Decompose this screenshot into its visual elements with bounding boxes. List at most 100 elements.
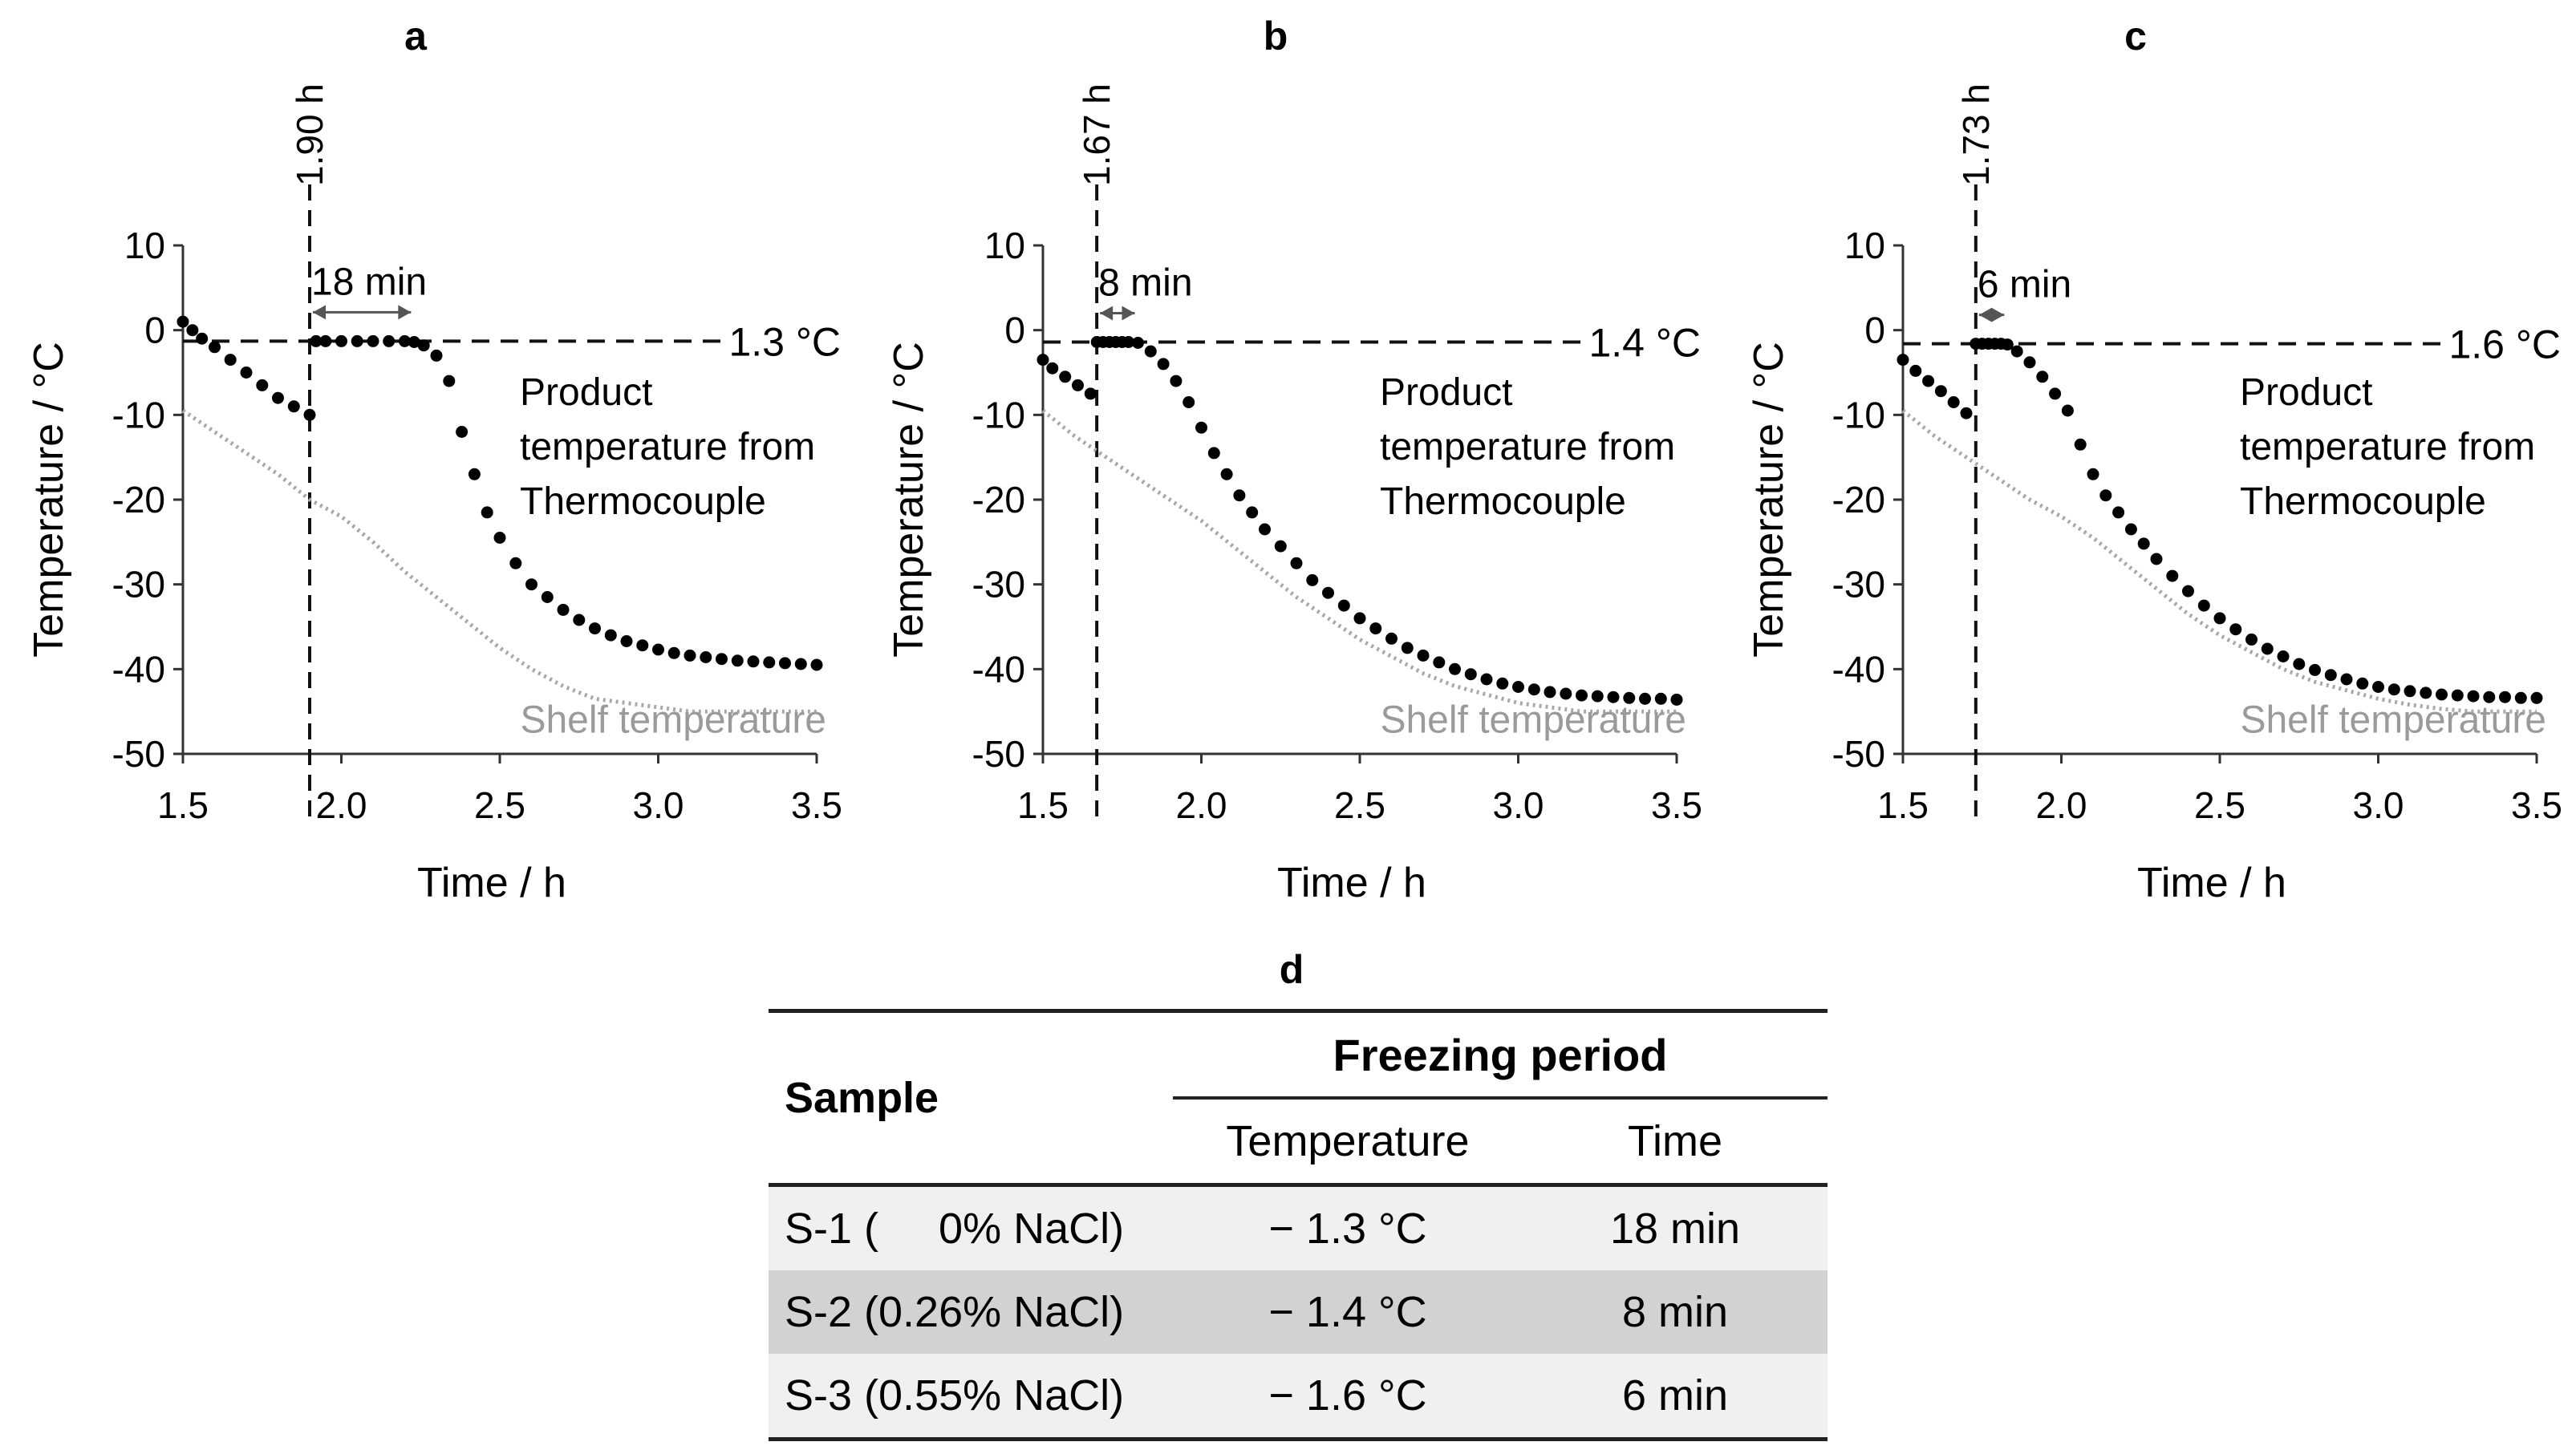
product-data-point xyxy=(1195,421,1207,434)
x-tick-label: 3.0 xyxy=(1493,784,1544,826)
product-data-point xyxy=(1036,354,1049,367)
product-data-point xyxy=(1960,407,1973,419)
table-row: S-1 ( 0% NaCl) − 1.3 °C 18 min xyxy=(769,1185,1828,1270)
product-data-point xyxy=(224,354,237,367)
shelf-series-label: Shelf temperature xyxy=(1380,699,1686,742)
product-data-point xyxy=(1059,371,1072,383)
plateau-arrow-head-right xyxy=(1991,307,2005,322)
time-cell: 18 min xyxy=(1523,1185,1828,1270)
product-data-point xyxy=(383,334,396,347)
product-data-point xyxy=(573,614,586,626)
product-data-point xyxy=(1220,468,1233,480)
product-data-point xyxy=(731,654,744,667)
product-data-point xyxy=(1417,649,1430,662)
freezing-period-header: Freezing period xyxy=(1173,1011,1828,1100)
product-data-point xyxy=(1922,375,1935,387)
product-data-point xyxy=(310,334,323,347)
product-data-point xyxy=(2099,489,2112,502)
product-series-label: Thermocouple xyxy=(520,480,766,523)
product-data-point xyxy=(2309,663,2321,676)
product-data-point xyxy=(1353,612,1366,625)
product-data-point xyxy=(620,635,633,647)
temperature-cell: − 1.4 °C xyxy=(1173,1270,1523,1354)
x-tick-label: 3.5 xyxy=(2511,784,2562,826)
plateau-arrow-head-right xyxy=(1122,306,1135,321)
y-tick-label: 10 xyxy=(124,225,165,266)
product-data-point xyxy=(2197,599,2210,612)
product-temperature-series xyxy=(176,315,823,671)
product-data-point xyxy=(1639,692,1651,705)
y-tick-label: -40 xyxy=(972,648,1025,690)
y-tick-label: -30 xyxy=(972,564,1025,606)
product-data-point xyxy=(2293,658,2306,670)
product-data-point xyxy=(1274,540,1287,553)
product-data-point xyxy=(794,658,807,670)
product-series-label: temperature from xyxy=(2240,426,2535,468)
product-data-point xyxy=(1909,364,1922,377)
x-tick-label: 2.0 xyxy=(2036,784,2087,826)
product-data-point xyxy=(468,468,481,480)
product-series-label: temperature from xyxy=(520,426,815,468)
product-data-point xyxy=(2150,553,2163,565)
time-cell: 8 min xyxy=(1523,1270,1828,1354)
product-data-point xyxy=(1449,662,1461,675)
product-data-point xyxy=(2483,691,2496,703)
product-data-point xyxy=(2213,612,2226,625)
product-data-point xyxy=(2074,438,2087,451)
freezing-period-table: Sample Freezing period Temperature Time … xyxy=(769,1009,1828,1441)
product-data-point xyxy=(319,334,332,347)
product-data-point xyxy=(1591,690,1604,703)
freezing-temperature-label: 1.3 °C xyxy=(728,319,841,364)
time-header: Time xyxy=(1523,1098,1828,1187)
temperature-cell: − 1.6 °C xyxy=(1173,1354,1523,1441)
x-tick-label: 3.5 xyxy=(1651,784,1702,826)
shelf-temperature-series xyxy=(1041,409,1677,714)
product-data-point xyxy=(2010,345,2023,358)
product-data-point xyxy=(557,603,570,616)
nucleation-time-label: 1.67 h xyxy=(1076,83,1118,186)
y-tick-label: -50 xyxy=(1832,733,1885,775)
temperature-cell: − 1.3 °C xyxy=(1173,1185,1523,1270)
product-data-point xyxy=(2514,691,2527,704)
product-data-point xyxy=(2036,371,2049,383)
product-data-point xyxy=(2261,642,2274,655)
product-data-point xyxy=(367,334,379,347)
product-data-point xyxy=(2112,506,2125,519)
product-data-point xyxy=(2324,669,2337,682)
product-data-point xyxy=(2356,677,2369,690)
product-data-point xyxy=(1233,489,1246,502)
product-data-point xyxy=(335,334,347,347)
product-data-point xyxy=(763,656,776,669)
product-data-point xyxy=(2420,687,2432,699)
y-tick-label: 0 xyxy=(144,310,165,351)
panel-label-b: b xyxy=(1264,14,1288,59)
product-data-point xyxy=(652,643,664,656)
y-tick-label: -30 xyxy=(112,564,165,606)
product-data-point xyxy=(1144,345,1157,358)
plateau-arrow-head-left xyxy=(1978,307,1992,322)
product-data-point xyxy=(589,622,601,635)
nucleation-time-label: 1.73 h xyxy=(1955,83,1997,186)
product-data-point xyxy=(525,578,538,591)
panel-label-c: c xyxy=(2124,14,2147,59)
product-data-point xyxy=(2372,681,2384,693)
product-data-point xyxy=(747,655,760,668)
product-data-point xyxy=(2245,633,2258,646)
product-data-point xyxy=(2404,685,2416,698)
y-tick-label: 10 xyxy=(984,225,1025,266)
product-data-point xyxy=(2001,338,2014,351)
product-data-point xyxy=(1084,387,1097,400)
product-data-point xyxy=(810,658,823,671)
shelf-series-label: Shelf temperature xyxy=(520,699,826,742)
product-data-point xyxy=(1480,673,1493,686)
product-data-point xyxy=(1654,692,1667,705)
y-tick-label: -30 xyxy=(1832,564,1885,606)
plateau-arrow-head-right xyxy=(398,305,412,320)
plateau-duration-label: 18 min xyxy=(311,261,427,303)
product-series-label: Product xyxy=(520,371,652,414)
product-data-point xyxy=(1046,362,1059,375)
y-tick-label: -10 xyxy=(112,394,165,435)
y-tick-label: -50 xyxy=(972,733,1025,775)
x-tick-label: 3.5 xyxy=(791,784,842,826)
